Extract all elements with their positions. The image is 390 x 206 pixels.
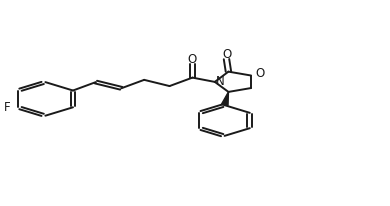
Text: O: O <box>256 67 265 80</box>
Text: F: F <box>4 101 11 114</box>
Text: O: O <box>222 48 231 61</box>
Text: N: N <box>216 75 225 88</box>
Polygon shape <box>221 92 229 105</box>
Text: O: O <box>188 53 197 66</box>
